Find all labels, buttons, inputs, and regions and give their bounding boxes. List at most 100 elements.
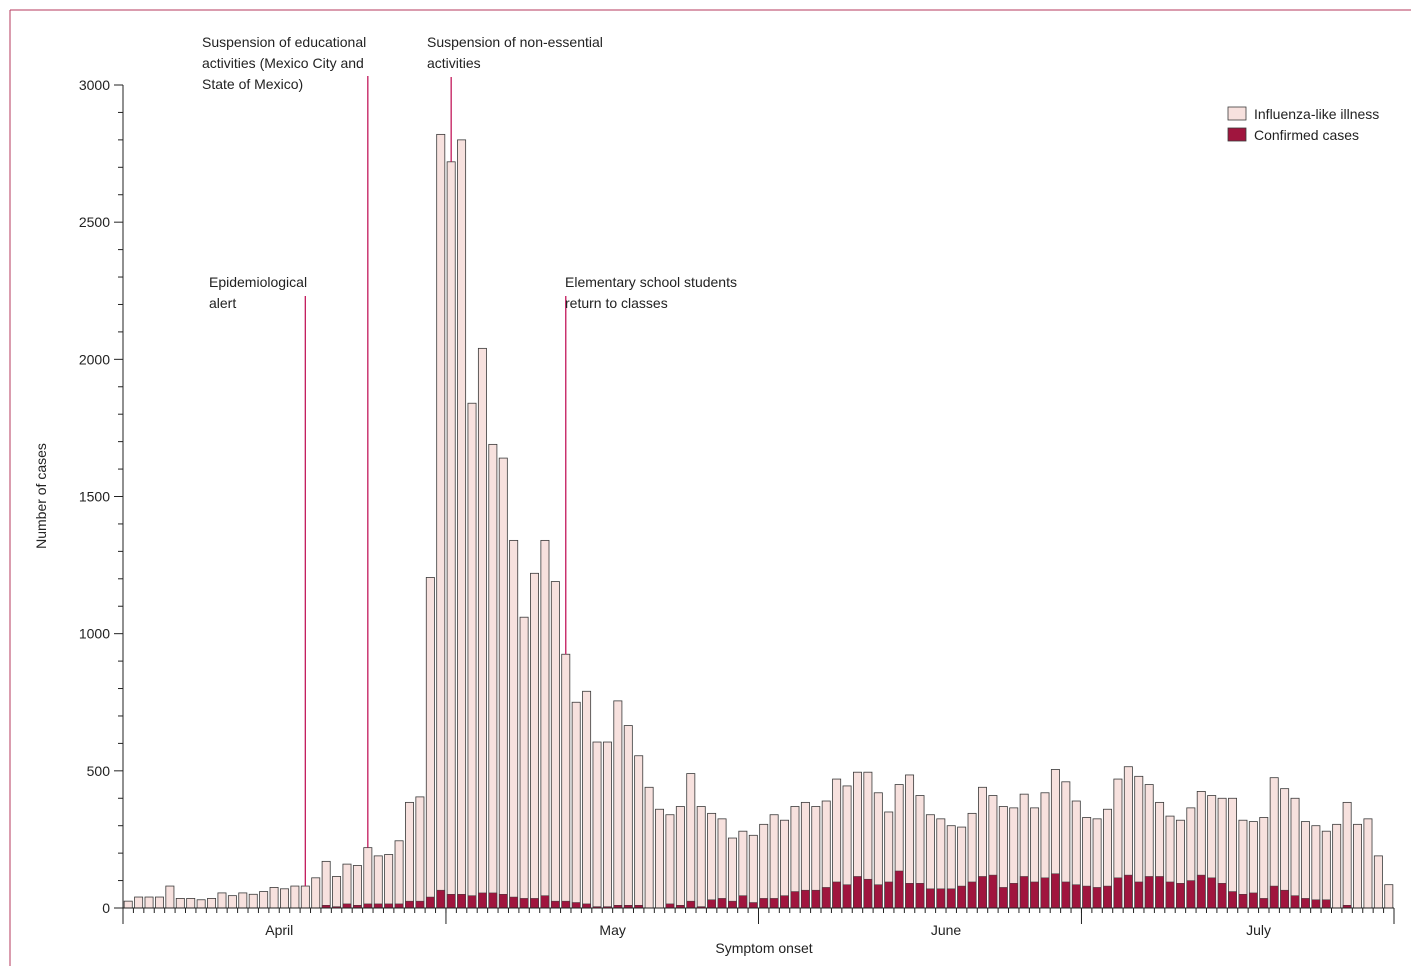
bar-confirmed: [509, 896, 518, 909]
bar-ili: [530, 572, 539, 909]
bar-confirmed: [457, 894, 466, 909]
bar-ili: [498, 457, 508, 909]
legend-swatch: [1227, 106, 1247, 121]
bar-ili: [165, 885, 175, 909]
bar-confirmed: [665, 903, 675, 909]
bar-confirmed: [1311, 899, 1321, 909]
bar-confirmed: [1207, 877, 1216, 909]
bar-ili: [342, 863, 352, 909]
bar-confirmed: [436, 889, 446, 909]
bar-ili: [644, 786, 654, 909]
bar-ili: [613, 700, 623, 909]
bar-confirmed: [1217, 883, 1227, 909]
bar-ili: [436, 133, 446, 909]
bar-ili: [300, 885, 310, 909]
bar-confirmed: [1165, 881, 1175, 909]
annotation-text: State of Mexico): [202, 76, 303, 92]
bar-ili: [1300, 821, 1310, 909]
bar-ili: [446, 161, 456, 909]
bar-confirmed: [1290, 895, 1300, 909]
bar-confirmed: [551, 900, 560, 909]
bar-confirmed: [894, 870, 904, 909]
bar-ili: [571, 701, 581, 909]
bar-confirmed: [748, 902, 758, 909]
bar-ili: [602, 741, 612, 909]
annotation-text: Suspension of educational: [202, 34, 366, 50]
y-tick-label: 2000: [79, 351, 110, 367]
x-axis-label: Symptom onset: [715, 940, 812, 956]
bar-confirmed: [821, 887, 831, 909]
bar-confirmed: [738, 895, 748, 909]
bar-confirmed: [1040, 877, 1050, 909]
bar-ili: [123, 900, 133, 909]
bar-confirmed: [1155, 876, 1164, 909]
y-tick-label: 0: [102, 900, 110, 916]
series-confirmed-cases: [321, 870, 1352, 909]
bar-ili: [280, 888, 289, 909]
bar-confirmed: [1321, 899, 1331, 909]
bar-confirmed: [769, 898, 779, 909]
bar-confirmed: [915, 883, 925, 909]
bar-confirmed: [1228, 891, 1237, 909]
bar-ili: [675, 806, 685, 909]
bar-confirmed: [1103, 885, 1112, 909]
bar-confirmed: [561, 900, 571, 909]
bar-confirmed: [446, 894, 456, 909]
bar-confirmed: [780, 895, 789, 909]
bar-ili: [665, 814, 675, 909]
bar-confirmed: [853, 876, 862, 909]
bar-ili: [405, 801, 414, 909]
bar-ili: [634, 755, 644, 909]
bar-ili: [248, 893, 258, 909]
annotation-text: alert: [209, 295, 236, 311]
bar-confirmed: [873, 884, 883, 909]
bar-ili: [352, 865, 362, 909]
annotation-text: activities: [427, 55, 481, 71]
bar-ili: [540, 539, 550, 909]
bar-ili: [686, 773, 696, 909]
bar-confirmed: [571, 902, 581, 909]
bar-confirmed: [946, 888, 956, 909]
bar-confirmed: [999, 887, 1008, 909]
bar-confirmed: [498, 894, 508, 909]
bar-confirmed: [540, 895, 550, 909]
bar-confirmed: [1134, 881, 1144, 909]
bar-confirmed: [686, 900, 696, 909]
bar-confirmed: [394, 903, 404, 909]
bar-confirmed: [1144, 876, 1154, 909]
bar-ili: [332, 876, 342, 909]
bar-ili: [227, 895, 237, 909]
bar-ili: [1311, 825, 1321, 909]
annotation-text: Elementary school students: [565, 274, 737, 290]
bar-ili: [1342, 801, 1352, 909]
bar-ili: [238, 892, 248, 909]
bar-ili: [217, 892, 227, 909]
bar-ili: [488, 443, 498, 909]
bar-confirmed: [519, 898, 529, 909]
bar-ili: [373, 855, 383, 909]
bar-confirmed: [1249, 892, 1258, 909]
bar-ili: [780, 819, 790, 909]
series-influenza-like-illness: [123, 133, 1394, 909]
bar-ili: [196, 899, 206, 909]
bar-confirmed: [1269, 885, 1279, 909]
x-tick-label: July: [1246, 922, 1271, 938]
bar-confirmed: [478, 892, 487, 909]
x-tick-label: May: [599, 922, 625, 938]
bar-confirmed: [905, 883, 914, 909]
bar-ili: [1290, 797, 1300, 909]
bar-ili: [154, 896, 164, 909]
x-axis: April May June July: [122, 907, 1395, 938]
bar-confirmed: [1196, 874, 1206, 909]
bar-ili: [1373, 855, 1383, 909]
bar-confirmed: [884, 881, 894, 909]
bar-confirmed: [842, 884, 852, 909]
bar-confirmed: [1238, 894, 1248, 909]
bar-confirmed: [1301, 898, 1310, 909]
bar-confirmed: [1176, 883, 1185, 909]
bar-confirmed: [1071, 884, 1081, 909]
bar-ili: [207, 898, 217, 909]
bar-ili: [144, 896, 154, 909]
bar-ili: [519, 616, 529, 909]
